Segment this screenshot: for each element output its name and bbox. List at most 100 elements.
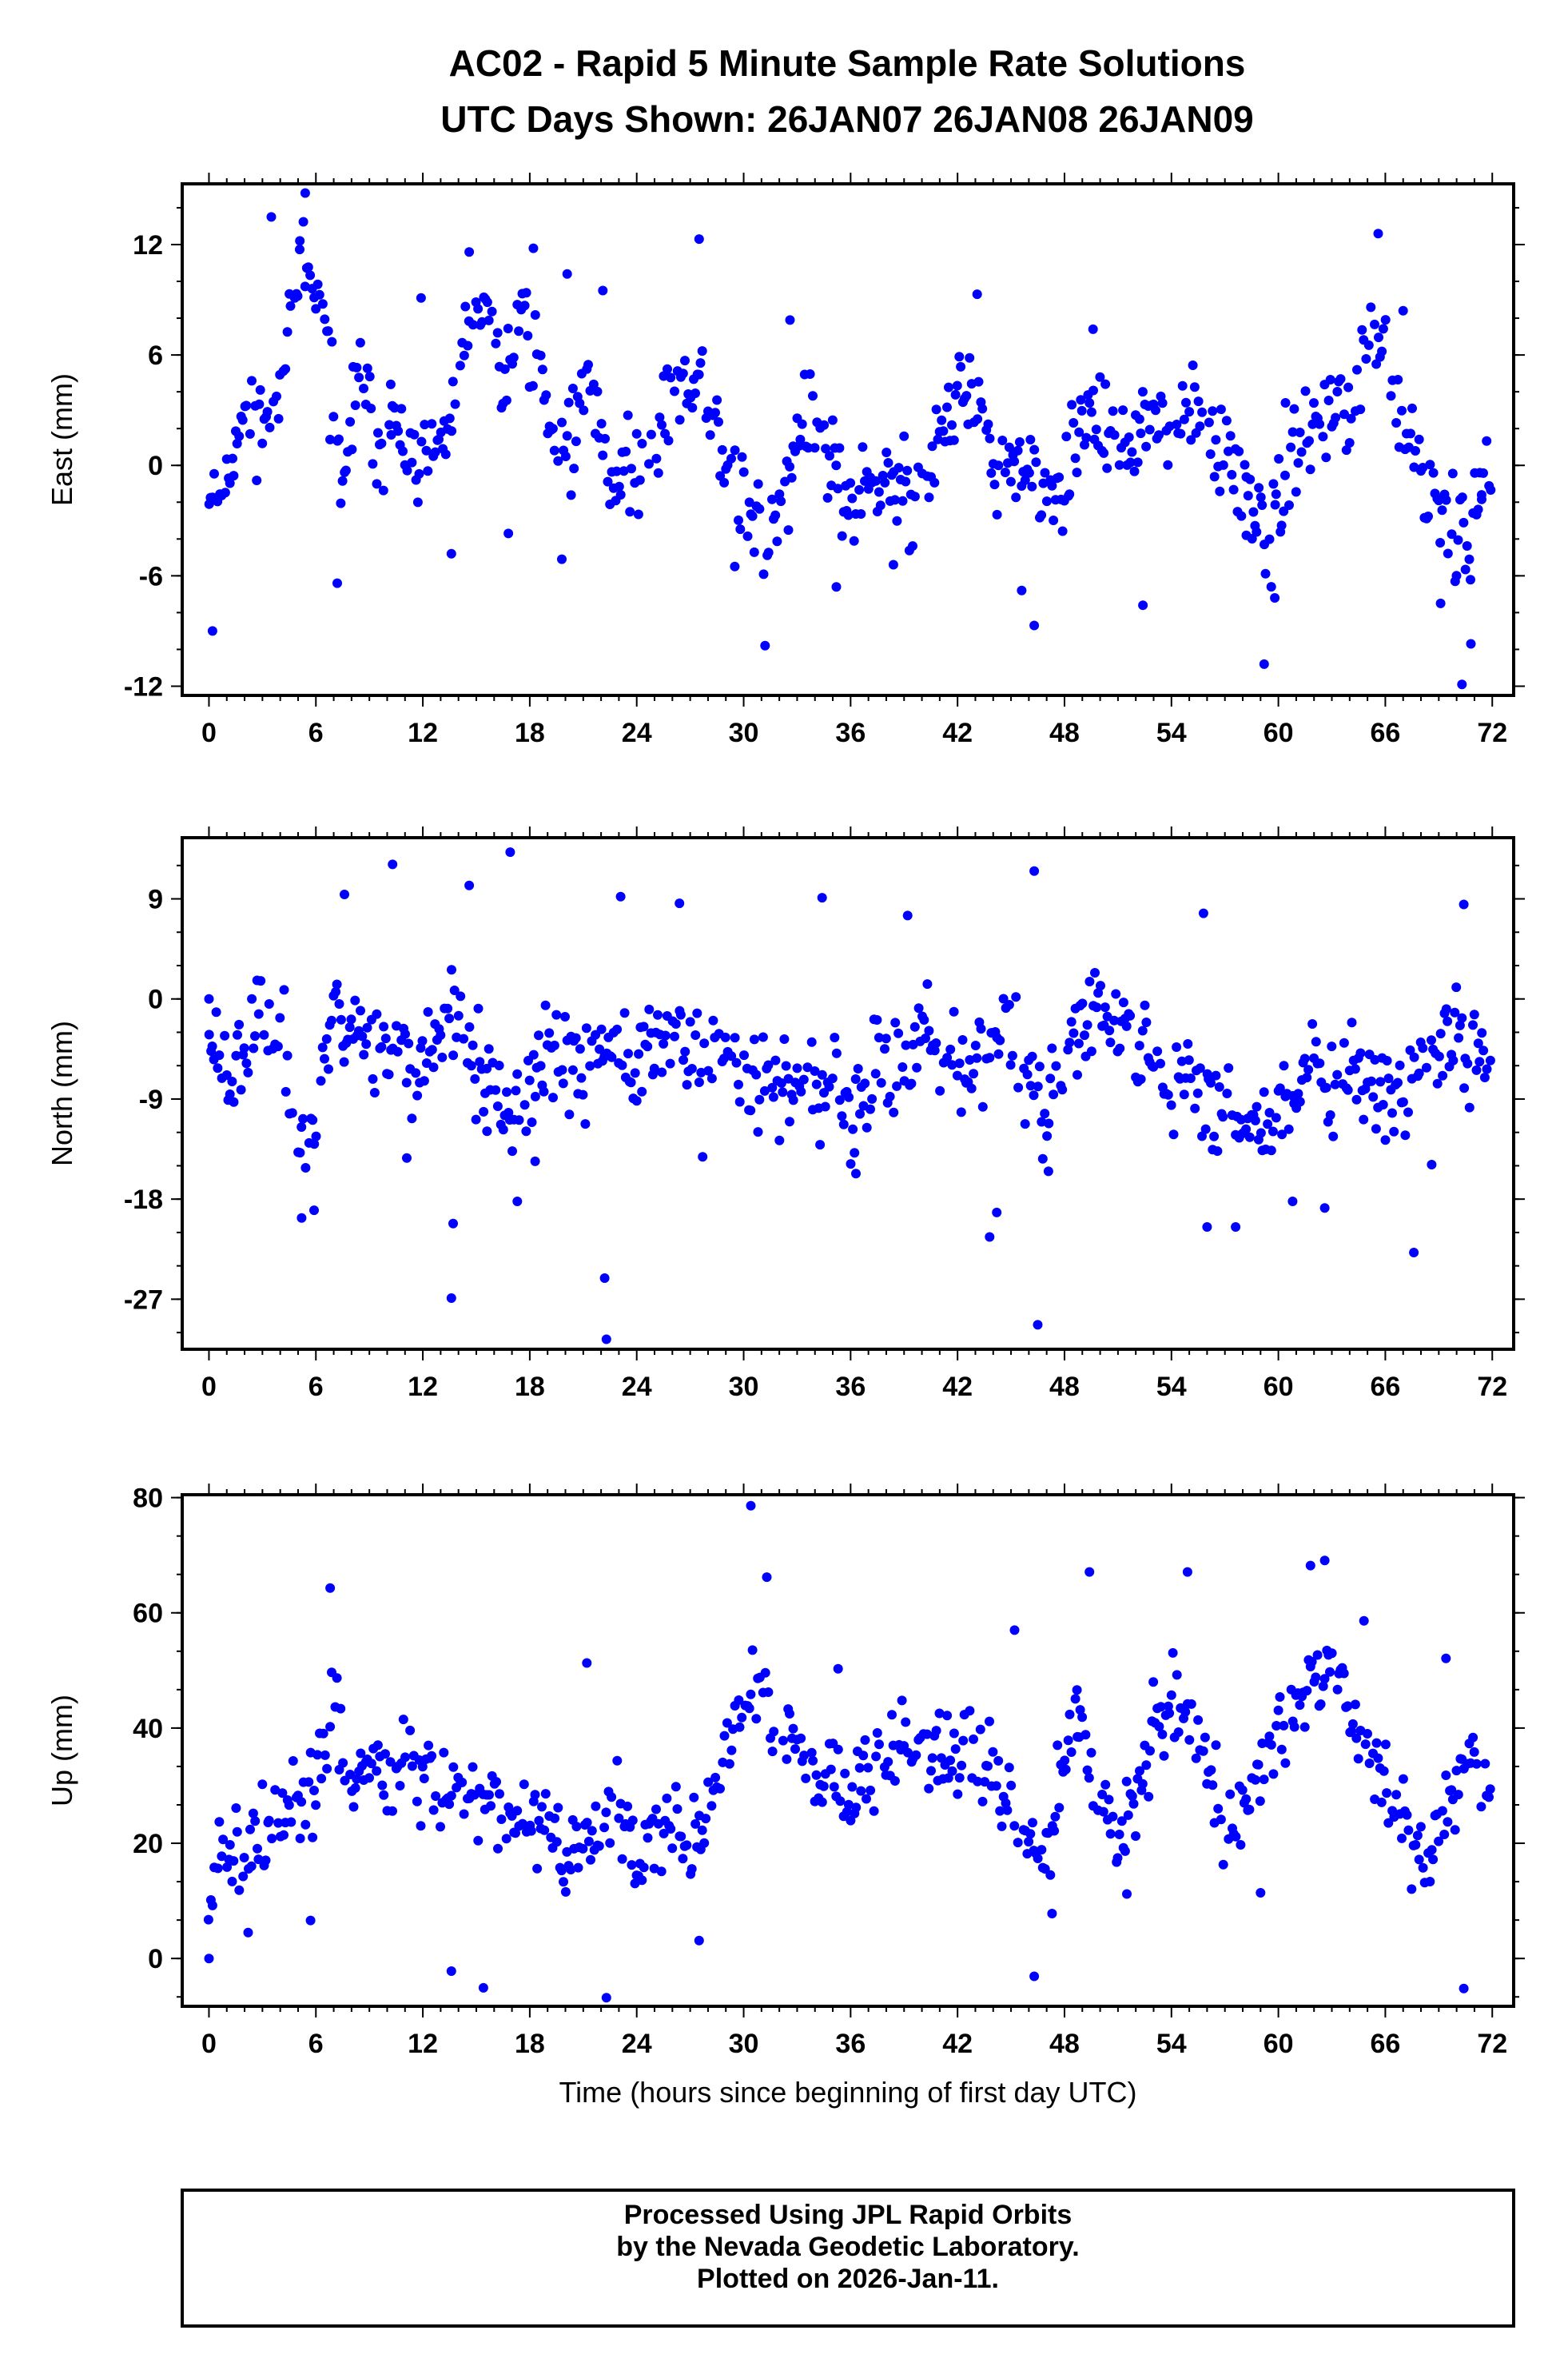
east-data-point bbox=[663, 364, 672, 374]
east-data-point bbox=[1434, 496, 1444, 506]
up-data-point bbox=[869, 1806, 879, 1816]
up-data-point bbox=[1148, 1677, 1159, 1687]
east-y-tick-label: 6 bbox=[148, 341, 163, 371]
north-data-point bbox=[759, 1085, 770, 1096]
east-data-point bbox=[1225, 431, 1236, 441]
up-data-point bbox=[1077, 1712, 1088, 1723]
east-data-point bbox=[241, 400, 252, 411]
north-data-point bbox=[827, 1073, 838, 1084]
up-data-point bbox=[1127, 1791, 1137, 1801]
north-data-point bbox=[855, 1109, 865, 1119]
up-data-point bbox=[950, 1744, 961, 1755]
up-data-point bbox=[1428, 1854, 1439, 1865]
up-data-point bbox=[1439, 1830, 1450, 1839]
north-data-point bbox=[392, 1046, 403, 1057]
east-data-point bbox=[1414, 434, 1424, 444]
east-data-point bbox=[499, 364, 510, 374]
east-y-tick-label: -6 bbox=[139, 561, 163, 591]
up-data-point bbox=[1289, 1722, 1299, 1732]
north-data-point bbox=[893, 1028, 904, 1038]
north-data-point bbox=[331, 986, 341, 997]
up-data-point bbox=[672, 1804, 683, 1814]
east-data-point bbox=[1017, 585, 1027, 595]
east-data-point bbox=[440, 449, 451, 460]
up-data-point bbox=[1382, 1788, 1392, 1798]
up-data-point bbox=[747, 1645, 758, 1655]
up-data-point bbox=[818, 1781, 829, 1791]
north-data-point bbox=[524, 1075, 535, 1085]
up-data-point bbox=[983, 1761, 993, 1771]
up-data-point bbox=[874, 1739, 884, 1750]
east-data-point bbox=[897, 496, 908, 506]
up-data-point bbox=[833, 1744, 843, 1755]
east-data-point bbox=[760, 640, 770, 651]
up-data-point bbox=[246, 1861, 257, 1871]
up-data-point bbox=[336, 1703, 346, 1714]
east-data-point bbox=[997, 436, 1008, 445]
east-data-point bbox=[398, 446, 408, 456]
north-data-point bbox=[1302, 1073, 1312, 1083]
north-data-point bbox=[1037, 1117, 1047, 1127]
north-data-point bbox=[817, 893, 827, 903]
north-data-point bbox=[1343, 1085, 1353, 1095]
east-data-point bbox=[1462, 541, 1472, 551]
north-data-point bbox=[739, 1050, 749, 1061]
east-data-point bbox=[1266, 582, 1276, 592]
east-data-point bbox=[384, 420, 395, 430]
up-data-point bbox=[1141, 1760, 1152, 1770]
up-data-point bbox=[1098, 1806, 1108, 1817]
east-data-point bbox=[687, 403, 698, 413]
up-data-point bbox=[1272, 1721, 1282, 1731]
east-data-point bbox=[1031, 457, 1041, 468]
north-data-point bbox=[1241, 1124, 1252, 1134]
north-data-point bbox=[379, 1022, 389, 1032]
east-data-point bbox=[508, 353, 519, 363]
north-data-point bbox=[1011, 992, 1021, 1002]
north-data-point bbox=[1368, 1092, 1379, 1102]
east-data-point bbox=[770, 510, 781, 520]
east-data-point bbox=[1074, 427, 1084, 437]
north-data-point bbox=[758, 1032, 768, 1042]
east-data-point bbox=[972, 289, 982, 300]
north-data-point bbox=[631, 1096, 642, 1106]
north-data-point bbox=[279, 985, 289, 995]
east-data-point bbox=[1443, 548, 1453, 559]
east-data-point bbox=[323, 326, 333, 337]
north-data-point bbox=[1438, 1070, 1448, 1081]
north-data-point bbox=[637, 1086, 647, 1097]
east-data-point bbox=[1076, 395, 1086, 405]
up-data-point bbox=[722, 1718, 732, 1728]
east-data-point bbox=[1332, 387, 1343, 396]
north-y-tick-label: -18 bbox=[124, 1185, 163, 1215]
up-data-point bbox=[1447, 1785, 1457, 1795]
east-data-point bbox=[1186, 435, 1196, 445]
east-data-point bbox=[1205, 449, 1216, 460]
up-data-point bbox=[835, 1796, 846, 1806]
north-y-axis-label: North (mm) bbox=[46, 1021, 78, 1166]
north-data-point bbox=[468, 1040, 478, 1050]
north-data-point bbox=[1140, 1000, 1150, 1010]
east-data-point bbox=[364, 372, 375, 382]
north-data-point bbox=[889, 1107, 899, 1117]
north-data-point bbox=[1400, 1130, 1411, 1141]
up-data-point bbox=[763, 1687, 774, 1697]
up-data-point bbox=[995, 1806, 1005, 1816]
up-data-point bbox=[697, 1825, 707, 1835]
up-data-point bbox=[245, 1824, 255, 1834]
north-data-point bbox=[1136, 1074, 1146, 1085]
east-data-point bbox=[1460, 564, 1470, 575]
up-data-point bbox=[571, 1822, 582, 1832]
up-data-point bbox=[444, 1799, 455, 1810]
east-data-point bbox=[305, 270, 316, 281]
east-data-point bbox=[1437, 505, 1447, 516]
north-data-point bbox=[1040, 1109, 1050, 1119]
up-data-point bbox=[225, 1840, 235, 1850]
north-data-point bbox=[599, 1273, 610, 1283]
east-data-point bbox=[1108, 406, 1118, 416]
north-data-point bbox=[1479, 1073, 1490, 1082]
east-data-point bbox=[492, 328, 503, 338]
up-data-point bbox=[512, 1806, 523, 1816]
north-data-point bbox=[227, 1077, 237, 1086]
north-data-point bbox=[308, 1115, 318, 1125]
up-data-point bbox=[843, 1799, 854, 1810]
